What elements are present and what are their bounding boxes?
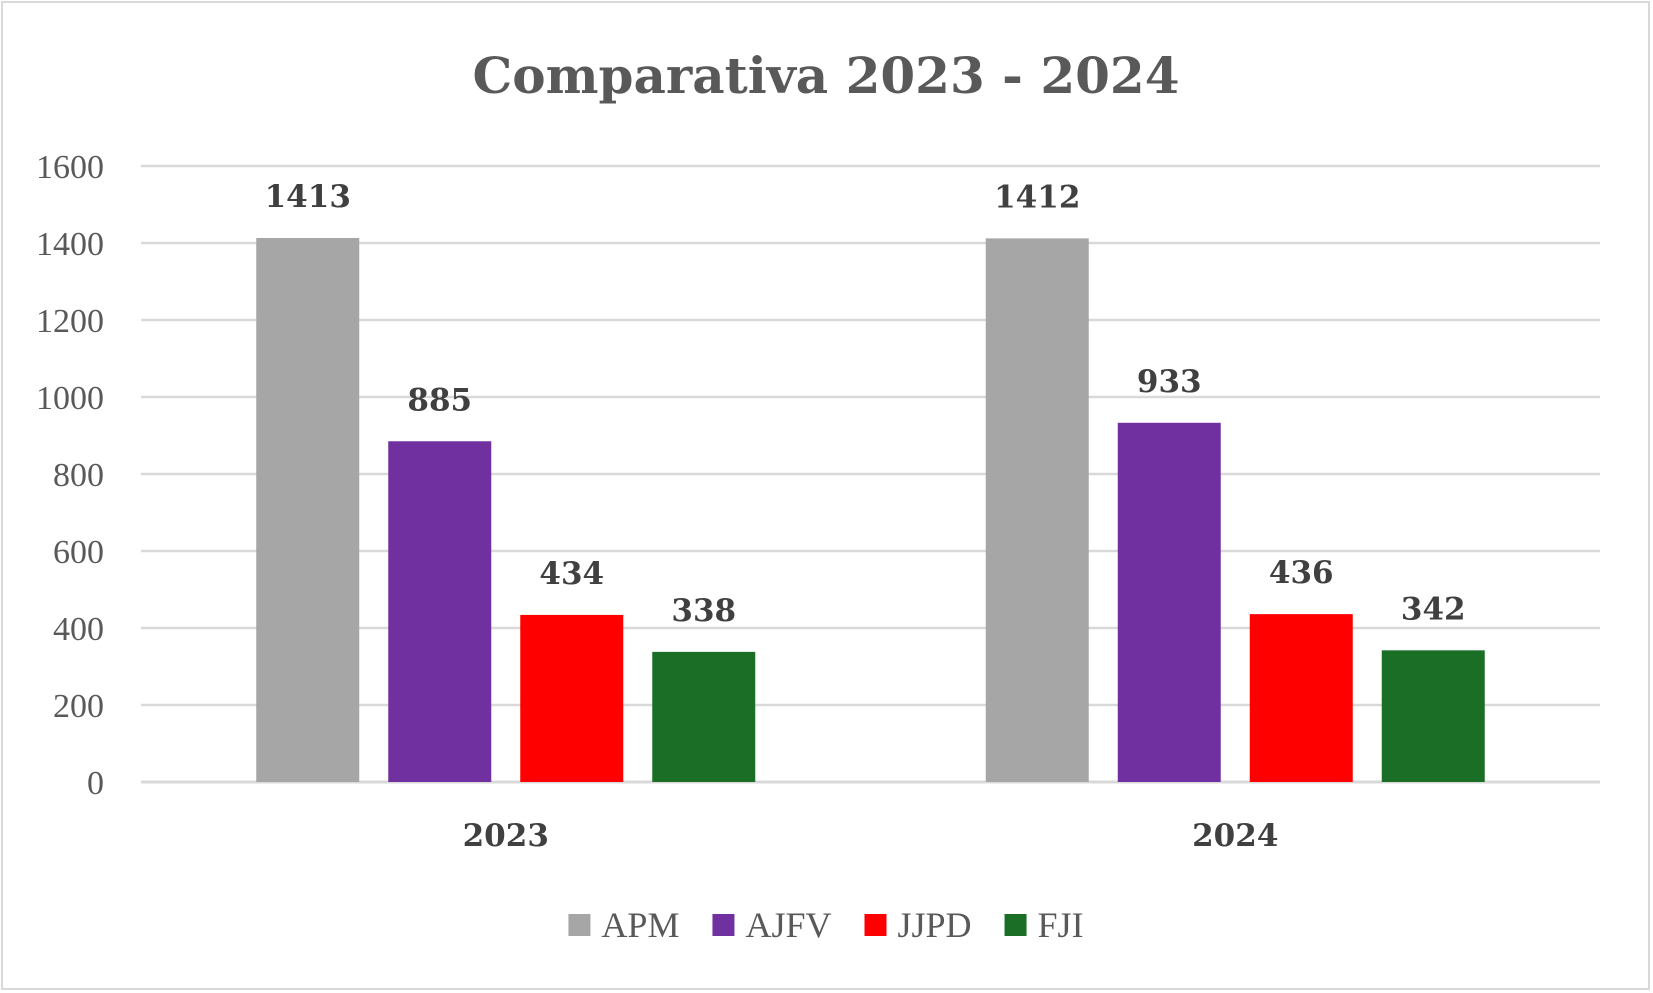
data-label-jjpd-2023: 434 <box>539 556 604 592</box>
y-tick-label: 200 <box>53 688 104 725</box>
legend-swatch <box>712 914 735 936</box>
legend-swatch <box>1004 914 1027 936</box>
y-tick-label: 1600 <box>36 149 104 186</box>
x-category-label: 2024 <box>1192 818 1278 854</box>
legend-item-fji: FJI <box>1004 905 1084 945</box>
legend-label: AJFV <box>745 905 831 945</box>
y-tick-label: 600 <box>53 534 104 571</box>
bar-ajfv-2024 <box>1117 422 1221 782</box>
data-label-apm-2024: 1412 <box>994 179 1080 215</box>
bar-apm-2024 <box>985 238 1089 782</box>
legend-label: JJPD <box>897 905 971 945</box>
y-tick-label: 800 <box>53 457 104 494</box>
legend-item-apm: APM <box>568 905 679 945</box>
bar-jjpd-2024 <box>1249 614 1353 782</box>
x-axis: 2023 2024 <box>463 818 1279 854</box>
gridlines <box>141 164 1600 784</box>
bars <box>256 237 1485 782</box>
legend-label: FJI <box>1038 905 1084 945</box>
y-tick-label: 1400 <box>36 226 104 263</box>
legend-swatch <box>864 914 887 936</box>
bar-jjpd-2023 <box>520 614 624 782</box>
data-label-fji-2024: 342 <box>1401 591 1466 627</box>
x-category-label: 2023 <box>463 818 549 854</box>
bar-fji-2023 <box>652 651 756 782</box>
data-label-jjpd-2024: 436 <box>1269 555 1334 591</box>
data-label-ajfv-2023: 885 <box>407 382 472 418</box>
legend-swatch <box>568 914 591 936</box>
legend-item-ajfv: AJFV <box>712 905 831 945</box>
y-tick-label: 1000 <box>36 380 104 417</box>
data-label-ajfv-2024: 933 <box>1137 364 1202 400</box>
y-tick-label: 0 <box>87 765 104 802</box>
bar-fji-2024 <box>1381 650 1485 782</box>
y-tick-label: 400 <box>53 611 104 648</box>
data-label-fji-2023: 338 <box>671 593 736 629</box>
legend-label: APM <box>601 905 679 945</box>
y-tick-label: 1200 <box>36 303 104 340</box>
bar-ajfv-2023 <box>388 441 492 782</box>
legend-item-jjpd: JJPD <box>864 905 972 945</box>
data-labels: 1413 885 434 338 1412 933 436 342 <box>265 179 1466 629</box>
legend: APM AJFV JJPD FJI <box>568 905 1084 945</box>
chart-title: Comparativa 2023 - 2024 <box>473 46 1180 105</box>
data-label-apm-2023: 1413 <box>265 179 351 215</box>
y-axis-ticks: 0 200 400 600 800 1000 1200 1400 1600 <box>36 149 104 802</box>
bar-apm-2023 <box>256 237 360 782</box>
